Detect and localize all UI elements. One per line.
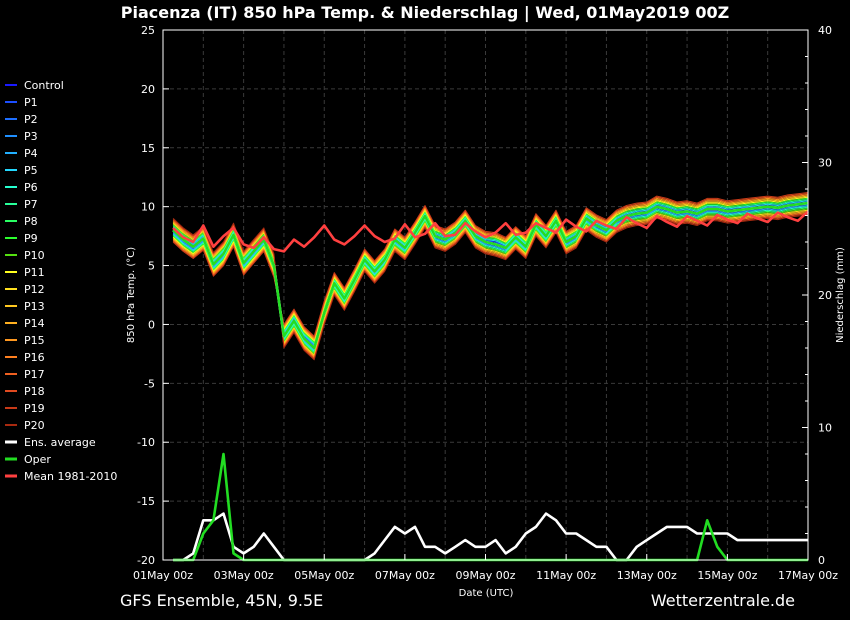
x-tick-label: 05May 00z bbox=[294, 569, 354, 582]
temp-line-p10 bbox=[172, 208, 809, 355]
y2-tick-label: 40 bbox=[818, 24, 832, 37]
y2-axis-label: Niederschlag (mm) bbox=[835, 247, 846, 343]
y-tick-label: -5 bbox=[144, 377, 155, 390]
y-axis-label: 850 hPa Temp. (°C) bbox=[126, 247, 137, 343]
y-tick-label: 15 bbox=[141, 142, 155, 155]
x-tick-label: 07May 00z bbox=[375, 569, 435, 582]
y-tick-label: 20 bbox=[141, 83, 155, 96]
x-tick-label: 09May 00z bbox=[455, 569, 515, 582]
y2-tick-label: 10 bbox=[818, 422, 832, 435]
temp-line-p8 bbox=[172, 207, 809, 354]
temp-line-ens-average bbox=[172, 201, 809, 350]
x-tick-label: 15May 00z bbox=[697, 569, 757, 582]
y-tick-label: 5 bbox=[148, 260, 155, 273]
y2-tick-label: 0 bbox=[818, 554, 825, 567]
legend-label: P17 bbox=[24, 368, 45, 381]
y-tick-label: 0 bbox=[148, 318, 155, 331]
chart-title: Piacenza (IT) 850 hPa Temp. & Niederschl… bbox=[121, 3, 729, 23]
legend-label: Oper bbox=[24, 453, 51, 466]
x-tick-label: 01May 00z bbox=[133, 569, 193, 582]
legend-label: P2 bbox=[24, 113, 38, 126]
legend-label: P8 bbox=[24, 215, 38, 228]
legend-label: P18 bbox=[24, 385, 45, 398]
legend-label: Control bbox=[24, 79, 64, 92]
temp-line-control bbox=[172, 202, 809, 349]
temp-line-p4 bbox=[172, 205, 809, 351]
legend-label: P6 bbox=[24, 181, 38, 194]
legend-label: P12 bbox=[24, 283, 45, 296]
legend-label: P5 bbox=[24, 164, 38, 177]
footer-model-info: GFS Ensemble, 45N, 9.5E bbox=[120, 591, 323, 610]
legend-label: Ens. average bbox=[24, 436, 96, 449]
legend-label: P16 bbox=[24, 351, 45, 364]
temp-line-p5 bbox=[172, 200, 809, 345]
legend-label: P14 bbox=[24, 317, 45, 330]
legend-label: P20 bbox=[24, 419, 45, 432]
x-tick-label: 03May 00z bbox=[214, 569, 274, 582]
legend-label: P9 bbox=[24, 232, 38, 245]
y2-tick-label: 30 bbox=[818, 157, 832, 170]
legend-label: P15 bbox=[24, 334, 45, 347]
legend-label: P4 bbox=[24, 147, 38, 160]
x-tick-label: 17May 00z bbox=[778, 569, 838, 582]
legend-label: P3 bbox=[24, 130, 38, 143]
y2-tick-label: 20 bbox=[818, 289, 832, 302]
footer-source: Wetterzentrale.de bbox=[651, 591, 795, 610]
x-tick-label: 11May 00z bbox=[536, 569, 596, 582]
temp-line-p6 bbox=[172, 206, 809, 352]
legend-label: P1 bbox=[24, 96, 38, 109]
temp-line-p3 bbox=[172, 202, 809, 348]
y-tick-label: -10 bbox=[137, 436, 155, 449]
legend-label: P13 bbox=[24, 300, 45, 313]
legend-label: P11 bbox=[24, 266, 45, 279]
y-tick-label: 25 bbox=[141, 24, 155, 37]
legend-label: P10 bbox=[24, 249, 45, 262]
x-axis-label: Date (UTC) bbox=[459, 588, 514, 599]
legend-label: P7 bbox=[24, 198, 38, 211]
y-tick-label: 10 bbox=[141, 201, 155, 214]
temp-line-p2 bbox=[172, 203, 809, 350]
y-tick-label: -15 bbox=[137, 495, 155, 508]
y-tick-label: -20 bbox=[137, 554, 155, 567]
temp-line-oper bbox=[172, 201, 809, 350]
legend-label: Mean 1981-2010 bbox=[24, 470, 117, 483]
temp-line-mean-1981-2010 bbox=[172, 210, 809, 253]
precip-line-ens-average bbox=[173, 512, 808, 562]
legend-label: P19 bbox=[24, 402, 45, 415]
x-tick-label: 13May 00z bbox=[617, 569, 677, 582]
